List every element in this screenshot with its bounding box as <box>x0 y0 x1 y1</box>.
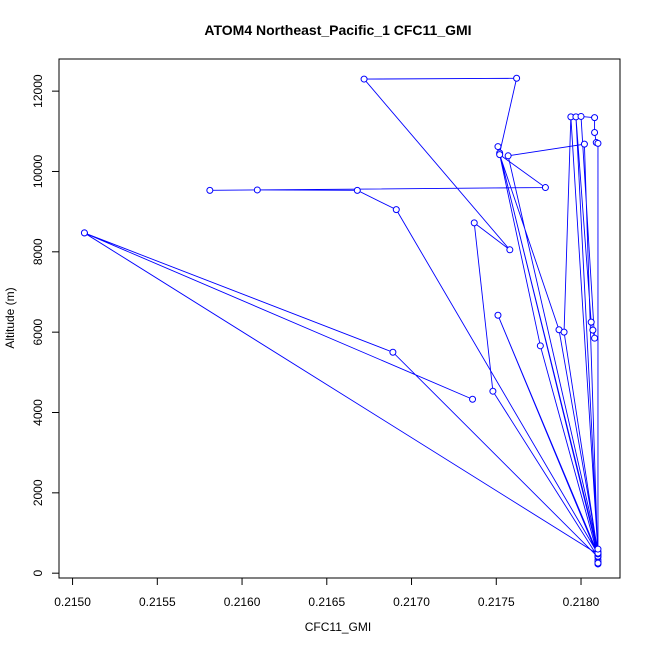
data-point <box>494 143 502 151</box>
series-layer <box>80 74 602 568</box>
y-tick-label: 8000 <box>31 238 45 265</box>
data-point <box>353 186 361 194</box>
series-line <box>84 77 599 564</box>
y-axis-label: Altitude (m) <box>3 287 17 348</box>
x-tick-label: 0.2170 <box>393 595 430 609</box>
data-point <box>560 328 568 336</box>
data-point <box>504 152 512 160</box>
data-point <box>470 219 478 227</box>
y-axis: 0 2000 4000 6000 8000 10000 12000 <box>31 74 60 577</box>
data-point <box>594 559 602 567</box>
x-tick-label: 0.2155 <box>139 595 176 609</box>
data-point <box>392 206 400 214</box>
data-point <box>469 395 477 403</box>
data-point <box>253 186 261 194</box>
data-point <box>360 75 368 83</box>
data-point <box>506 246 514 254</box>
data-point <box>513 74 521 82</box>
y-tick-label: 4000 <box>31 399 45 426</box>
data-point <box>591 129 599 137</box>
data-point <box>80 229 88 237</box>
data-point <box>496 151 504 159</box>
chart-title: ATOM4 Northeast_Pacific_1 CFC11_GMI <box>204 22 471 38</box>
data-point <box>389 348 397 356</box>
data-point <box>494 311 502 319</box>
y-tick-label: 6000 <box>31 318 45 345</box>
y-tick-label: 10000 <box>31 154 45 188</box>
data-point <box>589 326 597 334</box>
y-tick-label: 12000 <box>31 74 45 108</box>
x-tick-label: 0.2150 <box>54 595 91 609</box>
data-point <box>594 139 602 147</box>
plot-frame <box>58 58 621 579</box>
x-axis-label: CFC11_GMI <box>305 620 371 634</box>
data-point <box>541 184 549 192</box>
data-point <box>489 387 497 395</box>
x-tick-label: 0.2175 <box>478 595 515 609</box>
data-point <box>594 545 602 553</box>
x-tick-label: 0.2160 <box>224 595 261 609</box>
data-point <box>580 140 588 148</box>
y-tick-label: 0 <box>31 570 45 577</box>
x-tick-label: 0.2180 <box>563 595 600 609</box>
data-point <box>577 112 585 120</box>
y-tick-label: 2000 <box>31 479 45 506</box>
data-point <box>536 342 544 350</box>
x-tick-label: 0.2165 <box>308 595 345 609</box>
data-point <box>206 186 214 194</box>
data-point <box>587 318 595 326</box>
data-point <box>591 334 599 342</box>
x-axis: 0.2150 0.2155 0.2160 0.2165 0.2170 0.2175 0.21… <box>54 577 600 609</box>
data-point <box>591 114 599 122</box>
